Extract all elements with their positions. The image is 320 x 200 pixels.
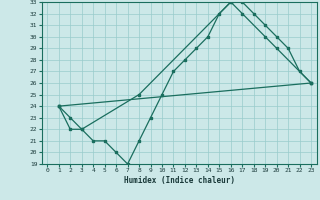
- X-axis label: Humidex (Indice chaleur): Humidex (Indice chaleur): [124, 176, 235, 185]
